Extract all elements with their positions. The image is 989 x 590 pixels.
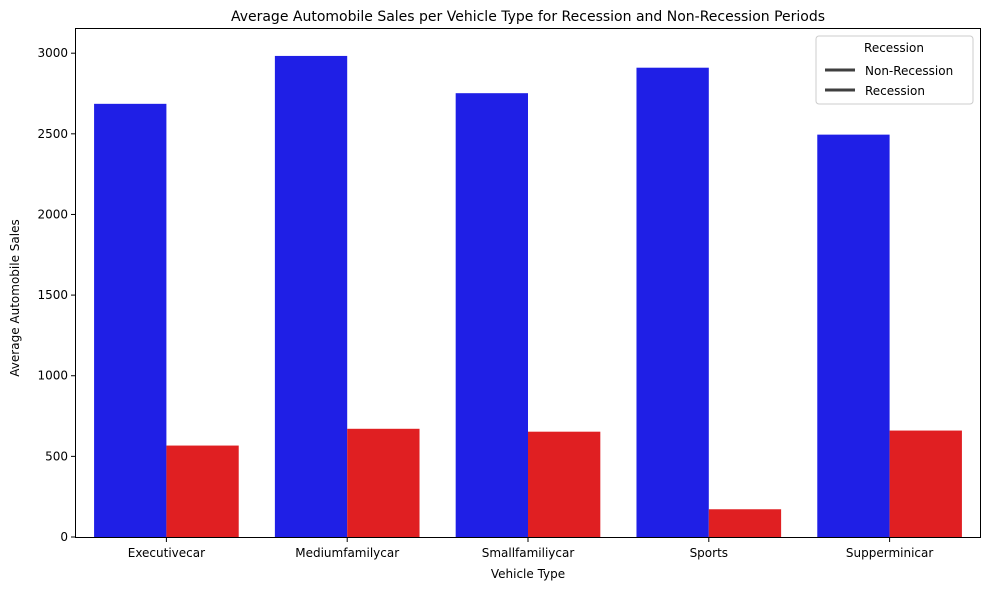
- legend-label-non-recession: Non-Recession: [865, 64, 953, 78]
- legend-label-recession: Recession: [865, 84, 925, 98]
- x-tick-label-sports: Sports: [690, 546, 728, 560]
- bar-recession-supperminicar: [889, 430, 962, 537]
- plot-frame: [75, 28, 981, 538]
- y-tick-label: 2500: [37, 127, 68, 141]
- bar-recession-sports: [708, 509, 782, 537]
- bar-non-recession-sports: [636, 67, 709, 537]
- legend: Recession Non-Recession Recession: [815, 35, 974, 105]
- bars-group: [94, 55, 962, 538]
- y-tick-label: 500: [45, 449, 68, 463]
- chart-title: Average Automobile Sales per Vehicle Typ…: [231, 9, 825, 25]
- x-tick-label-smallfamiliycar: Smallfamiliycar: [482, 546, 575, 560]
- x-axis-label: Vehicle Type: [491, 567, 565, 581]
- y-tick-label: 3000: [37, 46, 68, 60]
- x-tick-label-supperminicar: Supperminicar: [846, 546, 933, 560]
- y-tick-label: 2000: [37, 207, 68, 221]
- y-axis-label: Average Automobile Sales: [8, 219, 22, 376]
- y-tick-label: 1500: [37, 288, 68, 302]
- bar-non-recession-supperminicar: [817, 134, 890, 537]
- x-tick-label-mediumfamilycar: Mediumfamilycar: [295, 546, 399, 560]
- bar-non-recession-smallfamiliycar: [455, 93, 528, 537]
- legend-title: Recession: [864, 41, 924, 55]
- bar-non-recession-mediumfamilycar: [274, 55, 348, 538]
- y-tick-label: 0: [60, 530, 68, 544]
- x-ticks-group: Executivecar Mediumfamilycar Smallfamiliyc…: [128, 537, 933, 560]
- bar-recession-smallfamiliycar: [528, 431, 601, 537]
- bar-recession-executivecar: [166, 445, 239, 537]
- legend-box: [815, 35, 974, 105]
- bar-recession-mediumfamilycar: [347, 428, 420, 537]
- y-ticks-group: 0 500 1000 1500 2000 2500 3000: [37, 46, 76, 544]
- x-tick-label-executivecar: Executivecar: [128, 546, 205, 560]
- y-tick-label: 1000: [37, 369, 68, 383]
- bar-non-recession-executivecar: [94, 103, 167, 537]
